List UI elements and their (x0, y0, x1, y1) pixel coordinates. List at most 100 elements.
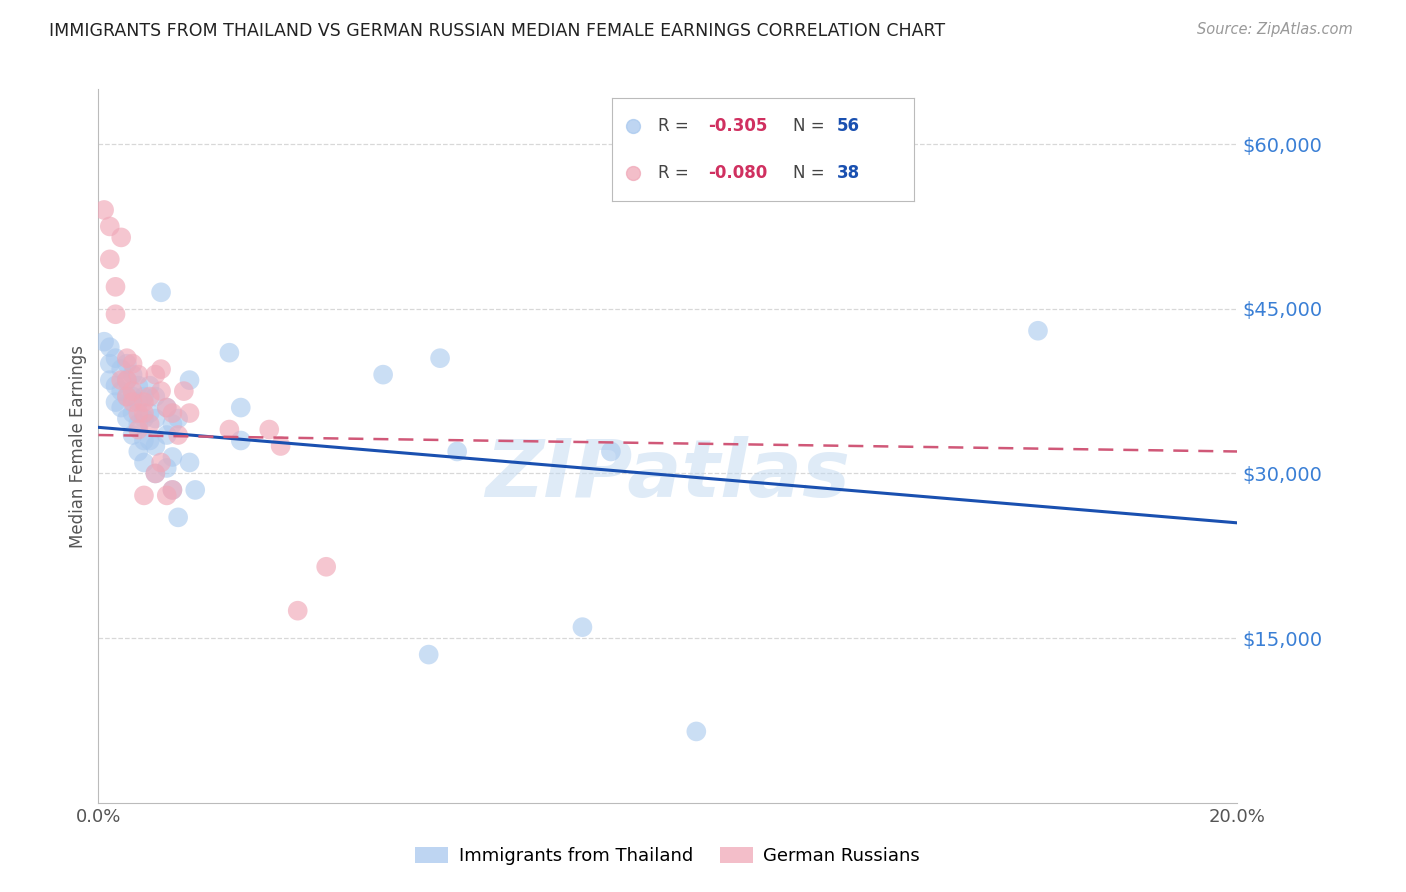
Point (115, 357, 138, 371)
Point (110, 362, 132, 376)
Point (145, 390, 167, 404)
Text: R =: R = (658, 164, 695, 182)
Point (145, 467, 167, 481)
Point (156, 428, 179, 442)
Text: Source: ZipAtlas.com: Source: ZipAtlas.com (1197, 22, 1353, 37)
Point (110, 373, 132, 387)
Text: N =: N = (793, 117, 830, 135)
Point (600, 444, 623, 458)
Point (138, 378, 160, 392)
Point (98, 252, 121, 267)
Point (145, 411, 167, 425)
Point (259, 423, 281, 437)
Point (418, 648, 440, 662)
Point (121, 395, 143, 409)
Point (156, 401, 179, 415)
Point (167, 411, 190, 425)
Point (167, 510, 190, 524)
Point (173, 384, 195, 398)
Point (121, 390, 143, 404)
Point (104, 280, 127, 294)
Point (446, 444, 468, 458)
Point (98, 373, 121, 387)
Text: R =: R = (658, 117, 695, 135)
Point (138, 390, 160, 404)
Point (229, 401, 252, 415)
Point (121, 406, 143, 420)
Point (127, 395, 149, 409)
Text: -0.305: -0.305 (709, 117, 768, 135)
Text: ZIPatlas: ZIPatlas (485, 435, 851, 514)
Point (156, 401, 179, 415)
Point (373, 368, 395, 382)
Point (218, 423, 240, 437)
Point (218, 345, 240, 359)
Point (287, 604, 309, 618)
Point (132, 390, 155, 404)
Point (115, 373, 138, 387)
Point (156, 488, 179, 502)
Point (162, 450, 184, 464)
Point (127, 406, 149, 420)
Point (150, 384, 173, 398)
Point (162, 483, 184, 497)
Point (115, 390, 138, 404)
Point (132, 406, 155, 420)
Point (104, 378, 127, 392)
Point (145, 368, 167, 382)
Point (121, 384, 143, 398)
Point (162, 483, 184, 497)
Point (179, 406, 201, 420)
Point (162, 417, 184, 431)
Point (127, 417, 149, 431)
Point (138, 417, 160, 431)
Point (167, 428, 190, 442)
Point (138, 434, 160, 448)
Point (127, 378, 149, 392)
Point (127, 368, 149, 382)
Text: -0.080: -0.080 (709, 164, 768, 182)
Point (621, 119, 644, 133)
Point (121, 357, 143, 371)
Point (93, 334, 115, 349)
Point (110, 230, 132, 244)
Text: IMMIGRANTS FROM THAILAND VS GERMAN RUSSIAN MEDIAN FEMALE EARNINGS CORRELATION CH: IMMIGRANTS FROM THAILAND VS GERMAN RUSSI… (49, 22, 945, 40)
Point (156, 461, 179, 475)
Point (132, 411, 155, 425)
Point (685, 724, 707, 739)
Point (127, 444, 149, 458)
Point (115, 351, 138, 366)
Point (621, 166, 644, 180)
Point (132, 455, 155, 469)
Point (132, 434, 155, 448)
Point (115, 373, 138, 387)
Text: 56: 56 (837, 117, 860, 135)
Point (93, 202, 115, 217)
Point (229, 434, 252, 448)
Point (121, 428, 143, 442)
Point (150, 285, 173, 300)
Point (179, 373, 201, 387)
Point (145, 467, 167, 481)
Point (98, 340, 121, 354)
Point (98, 219, 121, 234)
Text: 38: 38 (837, 164, 860, 182)
Point (1026, 324, 1049, 338)
Point (132, 488, 155, 502)
Point (104, 307, 127, 321)
Point (121, 368, 143, 382)
Point (162, 406, 184, 420)
Point (110, 401, 132, 415)
Point (571, 620, 593, 634)
Text: N =: N = (793, 164, 830, 182)
Point (104, 395, 127, 409)
Point (132, 395, 155, 409)
Point (184, 483, 207, 497)
Point (179, 455, 201, 469)
Point (315, 559, 337, 574)
Point (150, 455, 173, 469)
Point (115, 411, 138, 425)
Point (110, 384, 132, 398)
Point (150, 362, 173, 376)
Legend: Immigrants from Thailand, German Russians: Immigrants from Thailand, German Russian… (408, 839, 928, 872)
